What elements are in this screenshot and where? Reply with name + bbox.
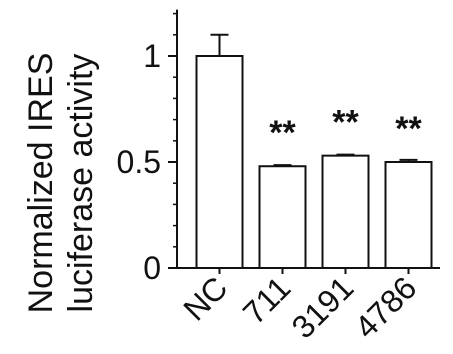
x-tick-label: 3191 xyxy=(285,269,361,345)
bar xyxy=(195,55,244,269)
y-tick-label: 1 xyxy=(143,38,161,74)
bar xyxy=(384,161,433,269)
bar xyxy=(258,165,307,270)
x-tick-label: NC xyxy=(176,269,234,327)
y-tick-label: 0.5 xyxy=(117,144,161,180)
bar xyxy=(321,154,370,269)
significance-label: ** xyxy=(269,114,296,152)
significance-label: ** xyxy=(395,110,422,148)
y-axis-label-line2: luciferase activity xyxy=(62,54,100,313)
significance-label: ** xyxy=(332,104,359,142)
y-axis-label-line1: Normalized IRES xyxy=(22,53,60,314)
x-tick-label: 4786 xyxy=(348,269,424,345)
y-tick-label: 0 xyxy=(143,250,161,286)
